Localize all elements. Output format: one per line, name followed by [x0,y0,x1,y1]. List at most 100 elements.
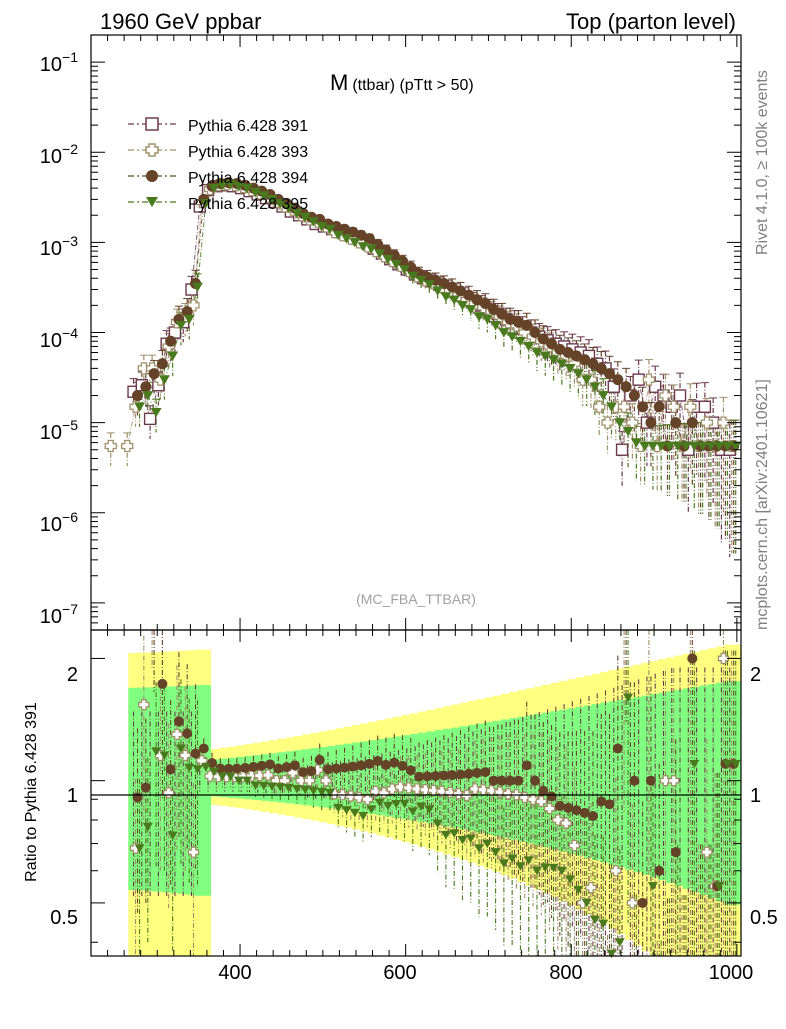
mcplots-label: mcplots.cern.ch [arXiv:2401.10621] [754,379,771,630]
ratio-marker [171,728,183,741]
main-marker [622,426,634,437]
ratio-marker [349,808,360,818]
ratio-marker [250,781,261,791]
ratio-marker [163,787,175,799]
main-marker [463,289,475,301]
y-tick-label-1e-6: 10−6 [40,509,78,536]
ratio-marker [546,791,557,802]
ratio-marker [563,802,574,813]
header-right: Top (parton level) [566,9,736,34]
main-marker [148,368,160,380]
ratio-marker [281,762,292,773]
main-marker [490,320,502,331]
plot-title-main: M [330,70,348,95]
main-series-line [656,395,666,447]
main-marker [363,233,375,245]
main-marker [104,439,117,453]
main-marker [546,338,558,350]
main-marker [258,191,270,201]
main-marker [274,199,286,209]
main-marker [397,255,409,267]
main-marker [181,306,193,318]
ratio-marker [670,847,681,858]
ratio-marker [159,751,170,760]
ratio-marker [391,799,402,809]
main-marker [241,183,253,194]
main-marker [514,336,526,347]
ratio-marker [140,782,151,793]
ratio-marker [612,743,623,754]
main-marker [183,314,195,325]
main-marker [572,369,584,379]
main-marker [595,362,607,374]
ratio-marker [215,763,226,774]
main-marker [156,358,168,370]
ratio-marker [187,846,200,858]
main-marker [365,244,377,254]
ratio-tick-label-05-right: 0.5 [750,907,778,929]
ratio-marker [556,866,567,876]
analysis-watermark: (MC_FBA_TTBAR) [356,591,476,607]
main-series-line [149,385,159,420]
main-marker [556,359,568,369]
main-marker [564,363,576,374]
main-marker [700,416,714,429]
x-tick-label-600: 600 [383,962,416,984]
main-marker [601,416,614,429]
main-marker [705,441,717,451]
main-series-line [126,406,137,447]
ratio-tick-label-1-left: 1 [67,785,78,807]
ratio-marker [730,759,741,769]
ratio-marker [382,801,393,811]
ratio-marker [372,756,383,767]
legend-label-394: Pythia 6.428 394 [188,170,308,187]
ratio-marker [573,885,584,895]
y-tick-label-1e-4: 10−4 [40,325,78,352]
main-marker [432,286,444,296]
ratio-marker [407,807,418,816]
main-marker [440,292,452,302]
main-marker [647,441,659,451]
plot-title: M (ttbar) (pTtt > 50) [330,70,474,95]
main-marker [593,400,606,413]
ratio-marker [331,763,342,774]
ratio-marker [457,836,468,845]
ratio-marker [190,748,201,759]
ratio-marker [231,763,242,774]
main-marker [570,350,582,362]
main-marker [307,217,319,227]
ratio-marker [291,784,302,794]
main-marker [165,335,177,347]
ratio-marker [440,830,451,840]
main-marker [143,412,157,426]
main-marker [291,208,303,219]
main-marker [539,351,551,361]
ratio-marker [308,786,319,796]
main-series-line [197,203,207,288]
main-marker [208,183,220,194]
ratio-marker [397,760,408,771]
ratio-marker [256,760,267,771]
legend-entry-395: Pythia 6.428 395 [128,196,308,213]
main-marker [167,351,179,361]
main-marker [192,282,204,292]
ratio-marker [554,800,565,811]
main-marker [604,368,616,380]
ratio-tick-label-2-right: 2 [750,664,761,686]
ratio-marker [322,764,333,775]
legend-marker-394 [146,170,158,182]
main-series-line [658,406,668,447]
main-marker [150,407,162,418]
rivet-label: Rivet 4.1.0, ≥ 100k events [754,70,771,255]
ratio-marker [416,802,427,812]
main-marker [330,221,342,233]
main-marker [523,342,535,352]
x-tick-label-1000: 1000 [709,962,754,984]
main-series-line [640,379,650,447]
ratio-marker [452,788,465,800]
ratio-marker [378,787,390,799]
ratio-marker [182,728,193,739]
ratio-marker [262,769,274,781]
ratio-marker [455,769,466,780]
ratio-marker [626,897,639,909]
